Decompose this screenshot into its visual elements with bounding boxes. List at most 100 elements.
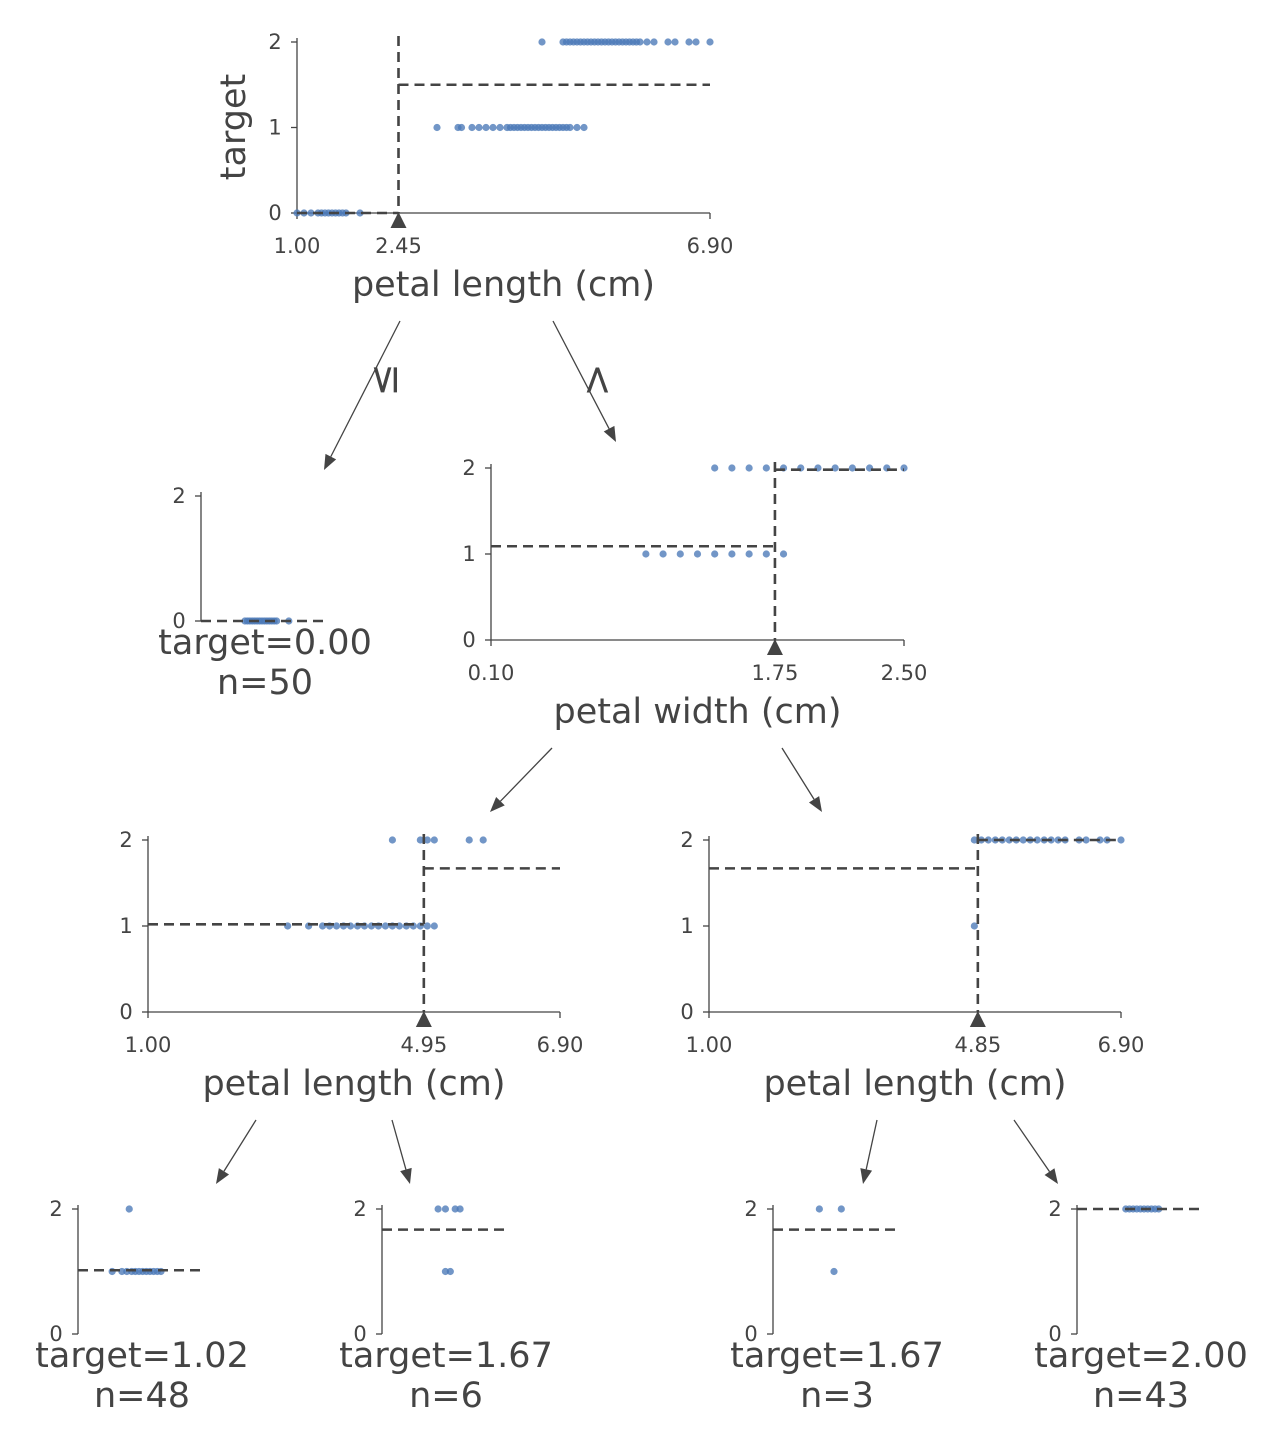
leaf-node-n1: 0 2 target=0.00n=50	[158, 484, 372, 703]
threshold-wedge	[415, 1011, 432, 1027]
leaf-sample-count: n=6	[409, 1376, 483, 1416]
leaf-target-label: target=0.00	[158, 623, 372, 663]
leaf-target-label: target=1.02	[35, 1336, 249, 1376]
data-point	[1005, 836, 1013, 844]
edge-arrowhead	[216, 1168, 230, 1184]
y-axis-label: target	[214, 74, 254, 180]
data-point	[580, 123, 588, 132]
y-tick-label: 2	[119, 828, 132, 852]
feature-label: petal length (cm)	[352, 265, 655, 305]
threshold-label: 2.45	[375, 234, 422, 258]
data-point	[496, 123, 504, 132]
data-point	[711, 550, 719, 558]
edge-line	[552, 320, 610, 429]
y-tick-label: 2	[49, 1197, 62, 1221]
data-point	[970, 922, 978, 930]
data-point	[1019, 836, 1027, 844]
data-point	[538, 38, 546, 46]
y-tick-label: 0	[680, 1000, 693, 1024]
x-tick-label: 0.10	[468, 661, 515, 685]
data-point	[650, 38, 658, 46]
data-point	[706, 38, 714, 46]
edge-arrowhead	[400, 1167, 412, 1184]
data-point	[900, 464, 908, 472]
data-point	[728, 550, 736, 558]
data-point	[573, 123, 581, 132]
y-tick-label: 1	[119, 914, 132, 938]
data-point	[659, 550, 667, 558]
y-tick-label: 0	[353, 1322, 366, 1346]
split-node-n0: 0 1 2 1.00 2.45 6.90 petal length (cm)	[268, 30, 733, 305]
data-point	[692, 38, 700, 46]
data-point	[728, 464, 736, 472]
edge-arrowhead	[860, 1168, 873, 1184]
y-tick-label: 2	[353, 1197, 366, 1221]
y-tick-label: 0	[119, 1000, 132, 1024]
leaf-node-n4: 0 2 target=1.02n=48	[35, 1197, 249, 1416]
leaf-node-n8: 0 2 target=2.00n=43	[1034, 1197, 1248, 1416]
data-point	[441, 1205, 450, 1213]
y-tick-label: 2	[744, 1197, 757, 1221]
data-point	[332, 922, 341, 930]
edge-arrowhead	[603, 425, 616, 442]
edge-label-left: ≤	[361, 363, 407, 397]
y-tick-label: 0	[744, 1322, 757, 1346]
feature-label: petal width (cm)	[553, 692, 841, 732]
edge-label-right: >	[574, 363, 620, 397]
data-point	[479, 836, 487, 844]
x-tick-label: 2.50	[881, 661, 928, 685]
threshold-wedge	[390, 212, 407, 228]
data-point	[457, 123, 466, 132]
threshold-label: 1.75	[752, 661, 799, 685]
data-point	[762, 550, 770, 558]
threshold-wedge	[766, 639, 783, 655]
edge-arrowhead	[1044, 1168, 1058, 1184]
y-tick-label: 1	[462, 542, 475, 566]
split-node-n3: 0 1 2 1.00 4.95 6.90 petal length (cm)	[119, 828, 583, 1104]
x-tick-label: 6.90	[1098, 1033, 1145, 1057]
x-tick-label: 6.90	[687, 234, 734, 258]
data-point	[489, 123, 497, 132]
data-point	[636, 38, 644, 46]
split-node-n6: 0 1 2 1.00 4.85 6.90 petal length (cm)	[680, 828, 1144, 1104]
y-tick-label: 0	[268, 201, 281, 225]
edge-line	[1013, 1119, 1051, 1173]
data-point	[642, 550, 650, 558]
data-point	[676, 550, 684, 558]
threshold-label: 4.85	[954, 1033, 1001, 1057]
data-point	[381, 922, 390, 930]
data-point	[430, 836, 438, 844]
leaf-sample-count: n=3	[800, 1376, 874, 1416]
y-tick-label: 0	[49, 1322, 62, 1346]
data-point	[307, 209, 315, 217]
x-tick-label: 1.00	[125, 1033, 172, 1057]
edge-arrowhead	[490, 797, 505, 812]
leaf-target-label: target=2.00	[1034, 1336, 1248, 1376]
leaf-node-n7: 0 2 target=1.67n=3	[730, 1197, 944, 1416]
data-point	[685, 38, 693, 46]
y-tick-label: 1	[680, 914, 693, 938]
data-point	[643, 38, 651, 46]
data-point	[779, 550, 788, 558]
y-tick-label: 2	[462, 456, 475, 480]
edge-arrowhead	[808, 796, 822, 812]
leaf-target-label: target=1.67	[339, 1336, 553, 1376]
data-point	[456, 1205, 464, 1213]
data-point	[848, 464, 856, 472]
y-tick-label: 2	[172, 484, 185, 508]
y-tick-label: 2	[268, 30, 281, 54]
data-point	[423, 836, 431, 844]
x-tick-label: 1.00	[274, 234, 321, 258]
y-tick-label: 0	[1048, 1322, 1061, 1346]
threshold-label: 4.95	[400, 1033, 447, 1057]
feature-label: petal length (cm)	[202, 1064, 505, 1104]
data-point	[671, 38, 679, 46]
data-point	[1082, 836, 1090, 844]
threshold-wedge	[969, 1011, 986, 1027]
data-point	[356, 209, 364, 217]
data-point	[1117, 836, 1125, 844]
data-point	[745, 550, 753, 558]
data-point	[273, 617, 281, 625]
x-tick-label: 1.00	[686, 1033, 733, 1057]
